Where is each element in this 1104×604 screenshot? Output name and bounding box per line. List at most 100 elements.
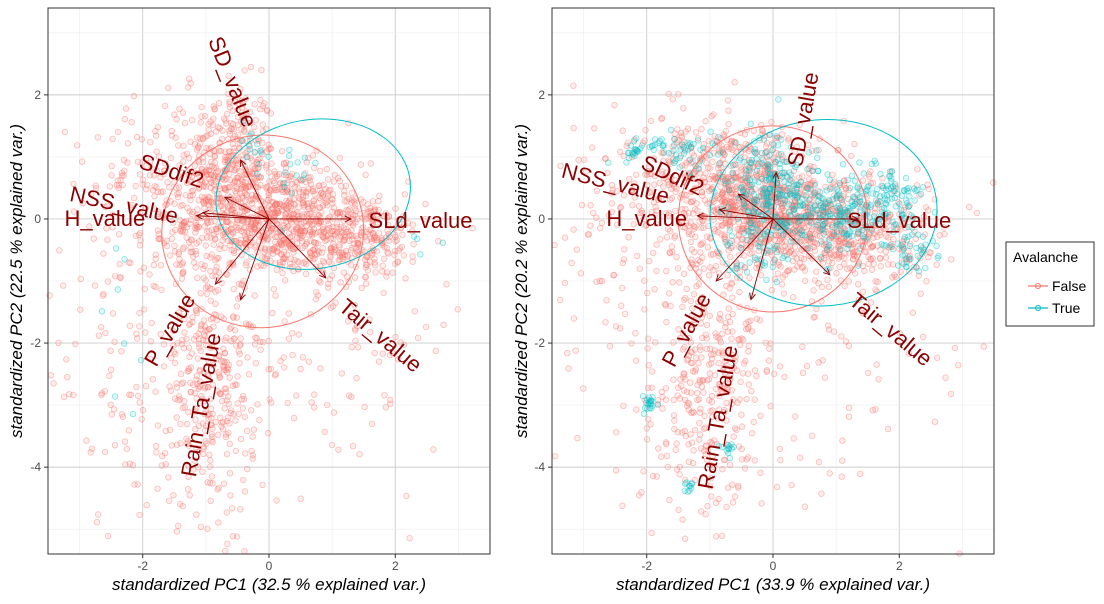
right-point-true [819,204,827,211]
right-point-true [633,147,641,155]
left-point-false [277,239,284,246]
left-point-false [269,205,276,212]
left-point-false [142,382,150,390]
left-point-false [208,226,215,233]
right-point-true [654,401,661,408]
left-point-false [256,416,263,424]
left-point-false [192,247,199,255]
right-point-true [665,149,672,157]
right-point-false [706,272,713,279]
left-point-false [342,182,350,190]
left-point-true [129,410,137,418]
right-point-true [825,236,833,243]
right-point-true [806,197,813,204]
right-point-false [891,272,898,279]
left-point-false [372,269,379,276]
right-point-true [794,193,801,200]
right-point-false [725,107,732,114]
left-point-false [55,339,62,346]
left-point-false [403,492,410,500]
left-point-false [162,427,169,435]
right-point-false [829,259,836,267]
left-point-false [351,274,359,281]
left-point-false [348,189,356,197]
left-point-false [406,535,413,542]
right-point-false [729,499,737,506]
left-point-false [234,156,241,164]
left-point-false [268,225,276,232]
left-point-false [343,273,351,280]
right-point-true [760,186,767,194]
left-point-false [193,134,201,141]
right-point-false [670,412,678,419]
left-point-false [236,360,243,367]
left-point-false [185,75,193,82]
right-point-false [857,470,864,477]
right-point-true [769,146,777,153]
right-point-false [683,285,690,293]
right-point-true [844,245,851,252]
left-point-false [324,215,332,222]
left-point-false [136,511,143,519]
right-point-false [673,253,680,261]
right-point-false [589,144,596,151]
left-point-false [147,138,154,146]
left-point-false [221,184,228,191]
right-point-false [841,282,848,290]
left-point-false [266,396,273,403]
left-point-false [154,227,161,234]
left-point-false [315,219,323,226]
left-point-false [252,196,259,203]
left-point-false [312,239,319,247]
left-point-false [230,204,238,211]
left-point-false [60,282,67,289]
right-point-true [848,172,856,179]
left-point-false [311,200,318,208]
left-point-false [247,223,255,231]
left-point-false [65,391,73,398]
left-point-false [179,109,187,116]
left-point-false [305,174,312,181]
left-point-false [283,197,290,205]
left-point-false [303,222,310,230]
right-point-true [763,148,770,156]
left-point-false [207,130,215,137]
left-point-false [221,158,229,166]
right-point-false [658,453,665,460]
right-point-false [651,286,658,293]
left-point-false [176,105,183,112]
left-point-false [134,392,142,400]
left-point-false [267,110,275,117]
right-point-false [748,387,755,395]
left-point-false [252,219,260,227]
right-point-false [662,302,669,309]
left-point-false [218,202,225,209]
left-point-false [246,142,253,150]
right-point-false [708,112,715,120]
left-point-false [299,199,306,207]
left-point-false [234,113,242,121]
left-point-false [240,229,248,236]
left-point-false [236,139,243,146]
left-point-false [195,144,202,152]
left-point-false [341,198,348,205]
left-point-false [330,178,337,185]
left-point-false [274,209,281,216]
right-point-true [785,184,792,192]
left-point-false [358,284,365,292]
left-point-false [280,258,287,266]
left-point-false [297,231,304,239]
left-point-false [108,172,115,179]
left-point-false [287,200,294,207]
left-point-false [275,240,282,248]
right-point-false [602,319,609,326]
left-point-false [278,251,285,258]
left-point-false [128,118,135,126]
left-point-false [171,226,179,234]
left-point-false [314,247,321,254]
left-point-false [221,244,228,251]
left-point-false [237,341,244,348]
left-point-false [340,237,347,245]
left-point-false [166,184,173,191]
right-point-false [873,361,880,368]
